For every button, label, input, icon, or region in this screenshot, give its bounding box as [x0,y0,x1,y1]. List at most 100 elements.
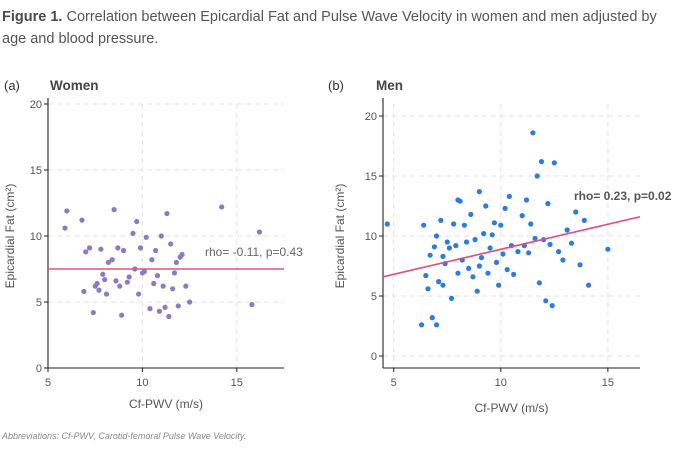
data-point [564,227,570,233]
data-point [173,259,179,265]
data-point [168,241,174,247]
data-point [431,244,437,250]
data-point [151,280,157,287]
data-point [425,286,431,292]
data-point [429,315,435,321]
data-point [96,287,102,293]
data-point [427,252,433,258]
data-point [463,239,470,245]
data-point [164,210,170,217]
data-point [175,303,181,309]
data-point [534,173,540,179]
x-axis-label: Cf-PWV (m/s) [475,401,549,415]
data-point [102,276,108,283]
data-point [491,220,497,226]
data-point [605,246,611,252]
data-point [256,229,263,235]
data-point [545,201,551,207]
data-point [568,240,575,246]
data-point [136,291,142,297]
data-point [219,204,225,210]
data-point [586,282,592,288]
y-tick-label: 20 [30,99,42,111]
panel-title: Men [376,78,403,93]
data-point [79,217,85,223]
data-point [418,322,425,328]
data-point [451,221,457,227]
x-axis-label: Cf-PWV (m/s) [129,397,203,411]
data-point [457,198,463,204]
data-point [515,249,521,255]
data-point [166,313,172,320]
data-point [581,217,587,223]
data-point [472,237,478,243]
y-axis-label: Epicardial Fat (cm²) [333,184,347,289]
data-point [466,265,472,271]
data-point [461,222,467,228]
data-point [158,233,164,239]
data-point [421,222,427,228]
data-point [130,230,136,236]
data-point [493,259,500,265]
data-point [446,245,452,251]
data-point [86,245,93,251]
data-point [100,271,106,277]
data-point [141,269,147,275]
data-point [183,283,189,289]
data-point [134,218,140,225]
data-point [470,274,476,280]
data-point [154,273,161,279]
x-tick-label: 10 [136,377,148,389]
y-tick-label: 10 [365,231,377,243]
y-tick-label: 15 [365,171,377,183]
data-point [504,267,510,273]
data-point [433,233,440,239]
data-point [478,255,485,261]
data-point [170,286,176,292]
panel-men: 0 5 10 15 20 5 10 15 Cf-PWV (m/s) Epicardial Fat … [328,78,672,415]
data-point [556,249,562,255]
y-tick-label: 15 [30,165,42,177]
data-point [249,302,255,308]
data-point [83,249,89,255]
data-point [489,232,495,238]
data-point [436,279,442,285]
data-point [171,270,178,276]
data-point [543,298,549,304]
figure-caption-text: Correlation between Epicardial Fat and P… [2,9,657,47]
data-point [153,247,159,254]
data-point [532,235,538,241]
data-point [496,282,502,288]
data-point [560,257,566,263]
y-tick-label: 10 [30,231,42,243]
abbreviations-footnote: Abbreviations: Cf-PWV, Carotid-femoral P… [2,431,247,441]
x-tick-label: 10 [495,377,507,389]
data-point [506,193,512,199]
correlation-annotation: rho= 0.23, p=0.02 [574,189,672,203]
data-point [448,295,455,301]
y-tick-label: 5 [371,291,377,303]
data-point [124,279,130,285]
data-point [440,253,446,259]
x-tick-label: 15 [602,377,614,389]
data-point [103,291,110,297]
data-point [160,283,166,289]
data-point [523,197,530,203]
data-point [109,257,115,263]
y-axis-label: Epicardial Fat (cm²) [3,184,17,289]
panel-title: Women [50,78,99,93]
data-point [474,288,480,294]
data-point [528,221,534,227]
data-point [481,231,487,237]
data-point [120,247,127,254]
y-tick-label: 0 [371,351,377,363]
data-point [111,207,117,213]
data-point [64,208,70,214]
correlation-annotation: rho= -0.11, p=0.43 [205,245,303,259]
data-point [187,299,193,305]
data-point [519,213,525,219]
data-point [536,280,542,286]
data-point [143,234,149,240]
data-point [440,282,446,288]
data-point [98,246,104,252]
